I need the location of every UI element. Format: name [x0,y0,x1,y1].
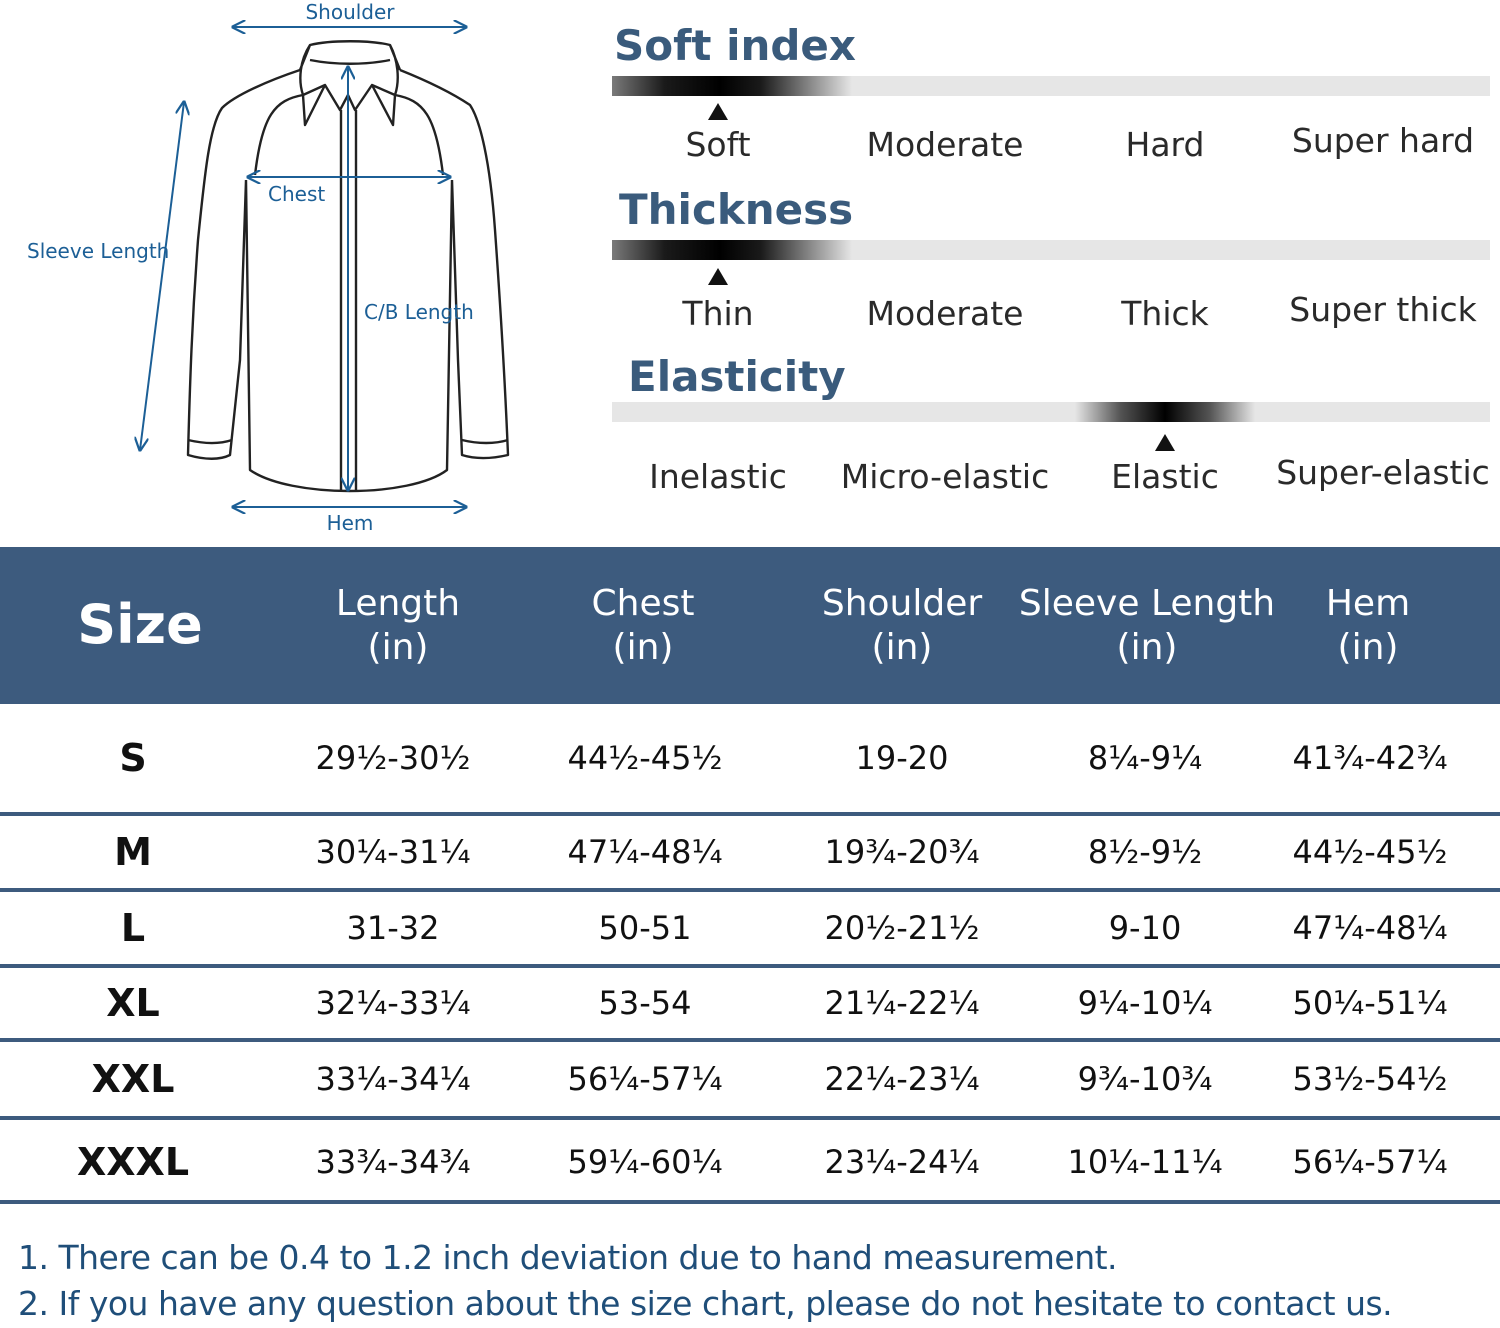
scale-option: Thin [682,294,754,333]
measurement-cell: 53½-54½ [1292,1060,1448,1098]
scale-marker [1075,402,1255,422]
measurement-cell: 44½-45½ [1292,833,1448,871]
measurement-cell: 22¼-23¼ [824,1060,980,1098]
scale-title: Thickness [619,185,854,234]
scale-option: Super thick [1289,290,1477,329]
column-name: Length [335,583,461,625]
scale-option: Hard [1125,125,1205,164]
column-name: Shoulder [821,583,983,625]
scale-bar [612,240,1490,260]
note-contact: 2. If you have any question about the si… [18,1284,1393,1323]
scale-option: Inelastic [649,457,787,496]
row-divider [0,1116,1500,1120]
label-hem: Hem [327,511,374,535]
measurement-cell: 32¼-33¼ [315,984,471,1022]
row-divider [0,964,1500,968]
column-header-hem: Hem (in) [1288,547,1448,704]
measurement-cell: 10¼-11¼ [1067,1143,1223,1181]
column-unit: (in) [367,626,429,668]
column-header-chest: Chest (in) [543,547,743,704]
scale-option: Micro-elastic [840,457,1050,496]
measurement-cell: 8¼-9¼ [1087,739,1203,777]
scale-option: Moderate [866,294,1024,333]
scale-bar [612,402,1490,422]
shirt-measurement-diagram: Shoulder Chest Sleeve Length C/B Length … [27,0,510,535]
scale-option: Thick [1121,294,1209,333]
column-name: Hem [1325,583,1411,625]
size-cell: XXXL [76,1140,190,1184]
measurement-cell: 23¼-24¼ [824,1143,980,1181]
measurement-lines [140,27,466,507]
scale-option: Moderate [866,125,1024,164]
label-sleeve-length: Sleeve Length [27,239,169,263]
measurement-cell: 59¼-60¼ [567,1143,723,1181]
table-row: XXL 33¼-34¼ 56¼-57¼ 22¼-23¼ 9¾-10¾ 53½-54½ [0,1042,1500,1116]
measurement-cell: 9¾-10¾ [1077,1060,1213,1098]
size-cell: XL [106,981,160,1025]
measurement-cell: 19-20 [855,739,949,777]
column-unit: (in) [1116,626,1178,668]
scale-option: Super hard [1291,121,1475,160]
scale-marker [612,76,852,96]
measurement-cell: 56¼-57¼ [567,1060,723,1098]
measurement-cell: 29½-30½ [315,739,471,777]
scale-option: Elastic [1111,457,1219,496]
measurement-cell: 44½-45½ [567,739,723,777]
row-divider [0,888,1500,892]
measurement-cell: 19¾-20¾ [824,833,980,871]
scale-title: Soft index [614,21,857,70]
scale-marker [612,240,852,260]
column-unit: (in) [871,626,933,668]
measurement-cell: 31-32 [346,909,440,947]
column-header-sleeve-length: Sleeve Length (in) [1017,547,1277,704]
measurement-cell: 53-54 [598,984,692,1022]
table-row: S 29½-30½ 44½-45½ 19-20 8¼-9¼ 41¾-42¾ [0,704,1500,812]
label-chest: Chest [268,182,325,206]
measurement-cell: 50-51 [598,909,692,947]
scale-title: Elasticity [628,352,846,401]
scale-arrow-icon [1155,434,1175,451]
column-unit: (in) [1337,626,1399,668]
measurement-cell: 20½-21½ [824,909,980,947]
column-header-shoulder: Shoulder (in) [792,547,1012,704]
scale-arrow-icon [708,268,728,285]
measurement-cell: 9¼-10¼ [1077,984,1213,1022]
row-divider [0,812,1500,816]
scale-bar [612,76,1490,96]
measurement-cell: 41¾-42¾ [1292,739,1448,777]
measurement-cell: 47¼-48¼ [1292,909,1448,947]
measurement-cell: 33¼-34¼ [315,1060,471,1098]
measurement-cell: 8½-9½ [1087,833,1203,871]
column-name: Size [77,593,203,657]
measurement-cell: 9-10 [1108,909,1182,947]
row-divider [0,1038,1500,1042]
size-cell: S [119,736,147,780]
measurement-cell: 30¼-31¼ [315,833,471,871]
measurement-cell: 56¼-57¼ [1292,1143,1448,1181]
row-divider [0,1200,1500,1204]
table-row: XXXL 33¾-34¾ 59¼-60¼ 23¼-24¼ 10¼-11¼ 56¼-57¼ [0,1120,1500,1204]
column-name: Chest [591,583,695,625]
column-header-size: Size [40,547,240,704]
note-deviation: 1. There can be 0.4 to 1.2 inch deviatio… [18,1238,1118,1277]
label-shoulder: Shoulder [305,0,395,24]
column-name: Sleeve Length [1018,583,1276,625]
size-cell: L [120,906,146,950]
measurement-cell: 47¼-48¼ [567,833,723,871]
measurement-cell: 33¾-34¾ [315,1143,471,1181]
table-row: XL 32¼-33¼ 53-54 21¼-22¼ 9¼-10¼ 50¼-51¼ [0,968,1500,1038]
size-cell: XXL [91,1057,175,1101]
column-unit: (in) [612,626,674,668]
scale-option: Soft [685,125,751,164]
size-cell: M [114,830,152,874]
label-cb-length: C/B Length [364,300,474,324]
table-row: L 31-32 50-51 20½-21½ 9-10 47¼-48¼ [0,892,1500,964]
column-header-length: Length (in) [298,547,498,704]
table-row: M 30¼-31¼ 47¼-48¼ 19¾-20¾ 8½-9½ 44½-45½ [0,816,1500,888]
size-table-header: Size Length (in) Chest (in) Shoulder (in… [0,547,1500,704]
scale-option: Super-elastic [1276,453,1490,492]
scale-arrow-icon [708,103,728,120]
measurement-cell: 50¼-51¼ [1292,984,1448,1022]
measurement-cell: 21¼-22¼ [824,984,980,1022]
